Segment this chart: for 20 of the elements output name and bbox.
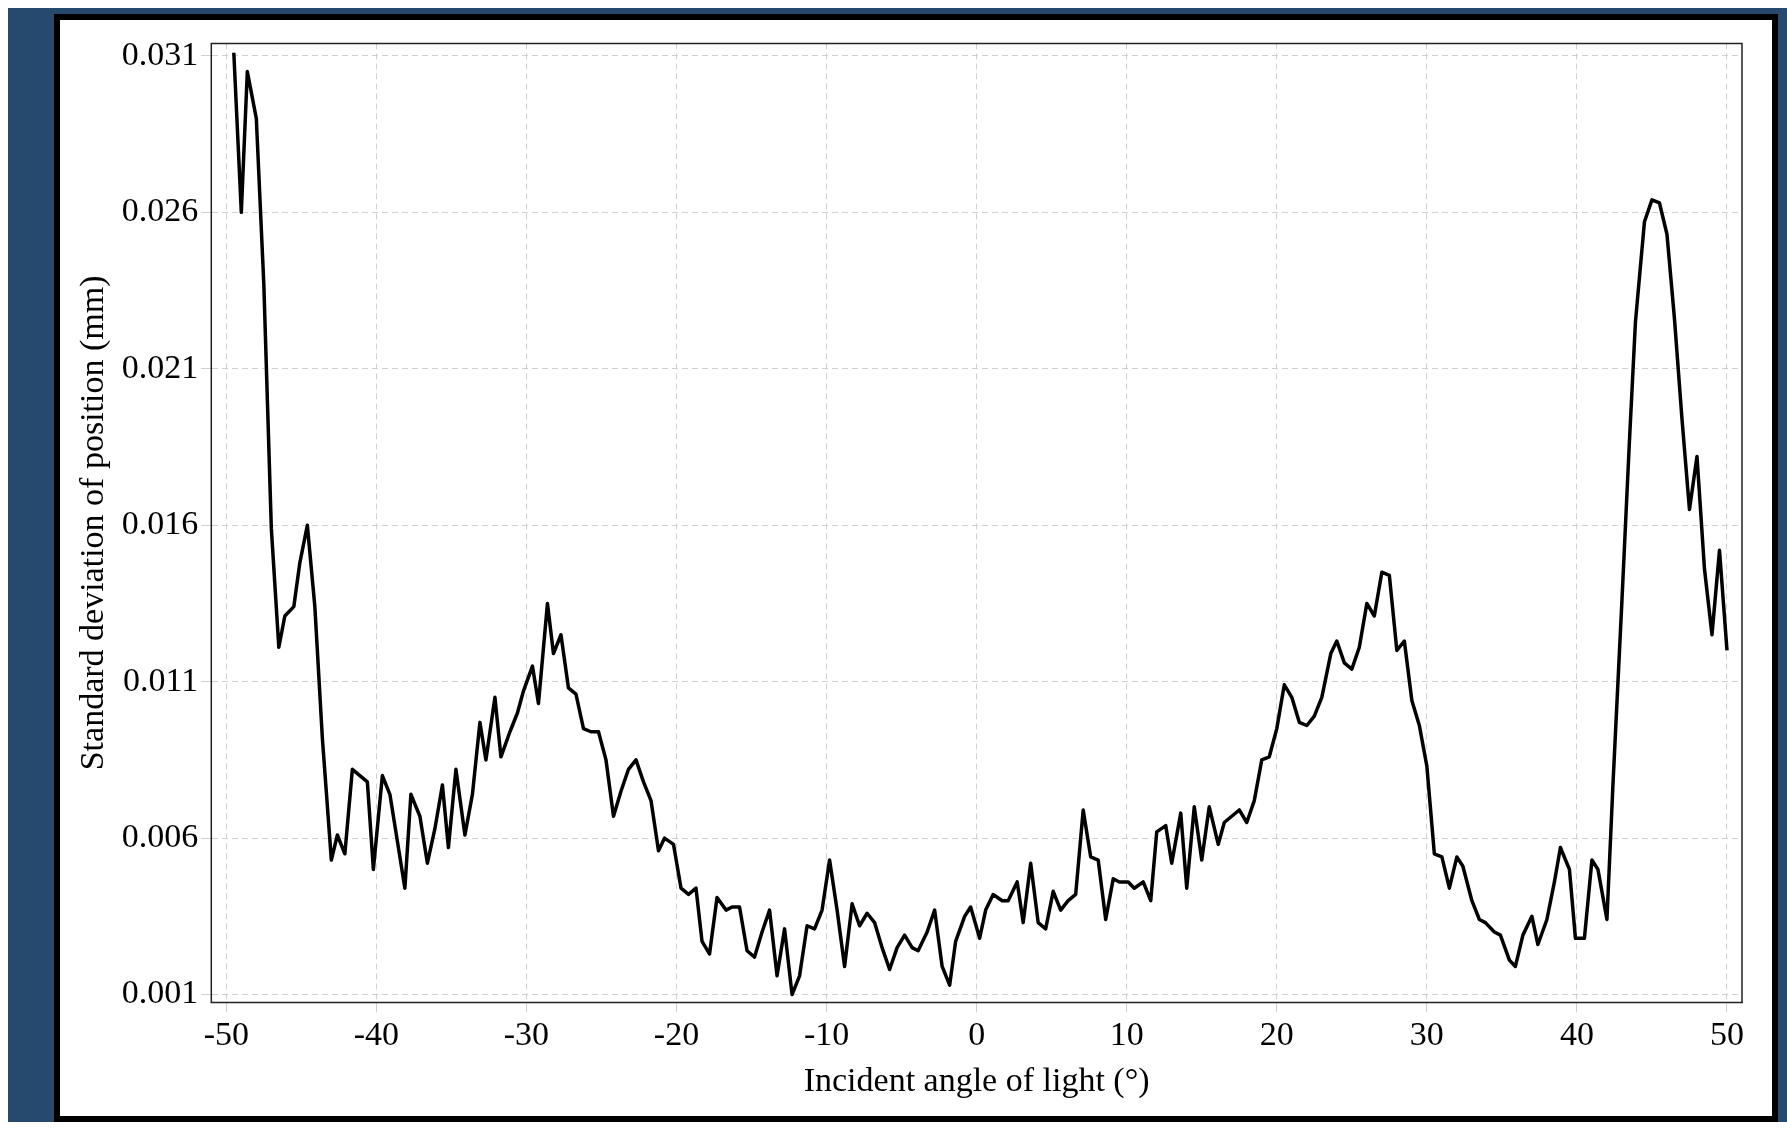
x-tick-label: -40 [353, 1014, 400, 1052]
y-tick-label: 0.001 [121, 973, 199, 1011]
x-tick-label: 50 [1709, 1014, 1744, 1052]
y-tick-label: 0.031 [121, 34, 199, 72]
y-tick-label: 0.016 [121, 504, 199, 542]
x-tick-label: -20 [653, 1014, 700, 1052]
y-tick-label: 0.026 [121, 191, 199, 229]
x-tick-label: 40 [1559, 1014, 1594, 1052]
y-tick-label: 0.011 [123, 660, 199, 698]
x-tick-label: -30 [503, 1014, 550, 1052]
x-tick-label: -50 [203, 1014, 249, 1052]
x-tick-label: 20 [1259, 1014, 1294, 1052]
y-tick-label: 0.006 [121, 817, 199, 855]
x-tick-label: 30 [1409, 1014, 1444, 1052]
x-tick-label: 10 [1109, 1014, 1144, 1052]
y-tick-label: 0.021 [121, 347, 199, 385]
x-tick-label: 0 [968, 1014, 986, 1052]
x-axis-title: Incident angle of light (°) [803, 1060, 1150, 1099]
y-axis-title: Standard deviation of position (mm) [73, 275, 112, 771]
x-tick-label: -10 [803, 1014, 850, 1052]
